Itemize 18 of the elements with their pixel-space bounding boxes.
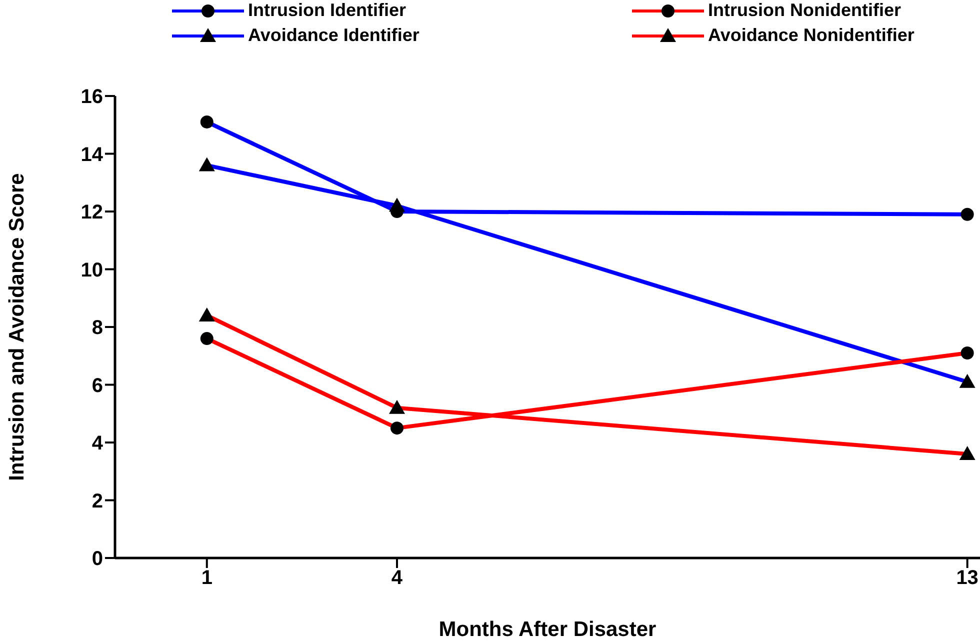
y-tick-label: 16 (80, 86, 103, 108)
legend-label: Avoidance Nonidentifier (708, 25, 914, 46)
x-tick-label: 13 (956, 567, 978, 590)
legend-label: Avoidance Identifier (248, 25, 420, 46)
y-tick-label: 10 (80, 259, 103, 282)
y-tick-label: 12 (80, 202, 103, 224)
legend-label: Intrusion Nonidentifier (708, 0, 901, 21)
y-tick-label: 8 (92, 317, 103, 340)
y-tick-label: 14 (80, 144, 104, 166)
legend-label: Intrusion Identifier (248, 0, 406, 21)
y-tick-label: 0 (92, 548, 103, 570)
x-axis-title: Months After Disaster (438, 618, 656, 641)
y-tick-label: 2 (92, 490, 103, 512)
y-tick-label: 4 (92, 432, 104, 455)
y-tick-label: 6 (92, 374, 103, 397)
x-tick-label: 1 (201, 567, 212, 590)
x-tick-label: 4 (391, 567, 404, 590)
y-axis-title: Intrusion and Avoidance Score (5, 173, 28, 481)
